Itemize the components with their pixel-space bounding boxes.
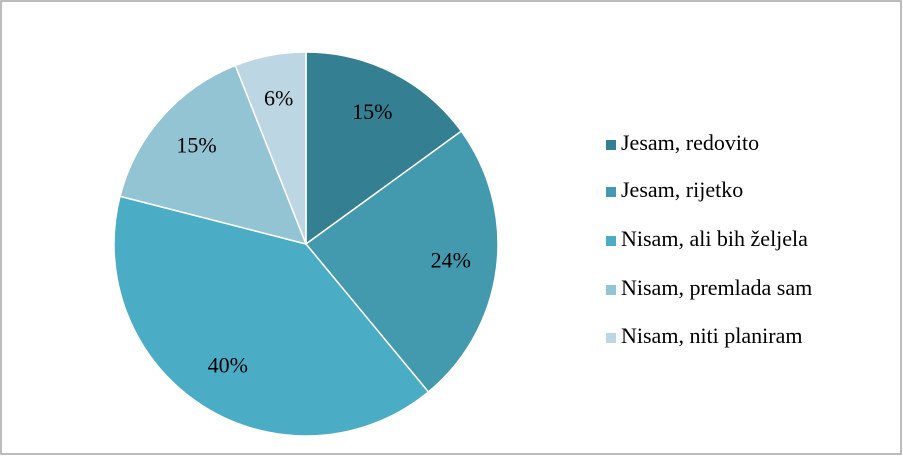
legend-marker xyxy=(606,187,616,197)
legend-marker xyxy=(606,333,616,343)
legend-label: Nisam, premlada sam xyxy=(621,275,812,300)
pie-slice xyxy=(113,195,430,437)
legend-marker xyxy=(606,285,616,295)
data-label: 15% xyxy=(352,99,392,124)
pie-slice xyxy=(304,130,499,393)
legend-label: Nisam, ali bih željela xyxy=(621,226,808,251)
legend-marker xyxy=(606,140,616,150)
legend-label: Jesam, redovito xyxy=(621,130,759,155)
data-label: 15% xyxy=(176,133,216,158)
legend-label: Nisam, niti planiram xyxy=(621,323,802,348)
data-label: 40% xyxy=(208,352,248,377)
legend-marker xyxy=(606,236,616,246)
legend-label: Jesam, rijetko xyxy=(621,177,743,202)
data-label: 24% xyxy=(431,247,471,272)
data-label: 6% xyxy=(264,86,293,111)
pie-slice xyxy=(119,64,308,246)
pie-slice xyxy=(234,51,307,245)
pie-slice xyxy=(305,51,463,246)
